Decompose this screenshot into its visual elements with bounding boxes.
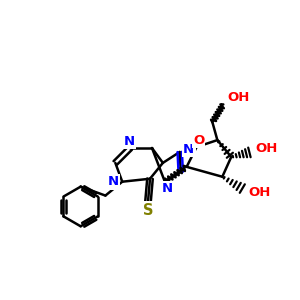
- Text: N: N: [161, 182, 172, 195]
- Text: S: S: [143, 203, 153, 218]
- Text: OH: OH: [255, 142, 278, 154]
- Text: N: N: [183, 142, 194, 155]
- Text: OH: OH: [248, 186, 271, 199]
- Text: N: N: [124, 135, 135, 148]
- Text: OH: OH: [227, 91, 250, 104]
- Text: O: O: [193, 134, 204, 147]
- Text: N: N: [108, 175, 119, 188]
